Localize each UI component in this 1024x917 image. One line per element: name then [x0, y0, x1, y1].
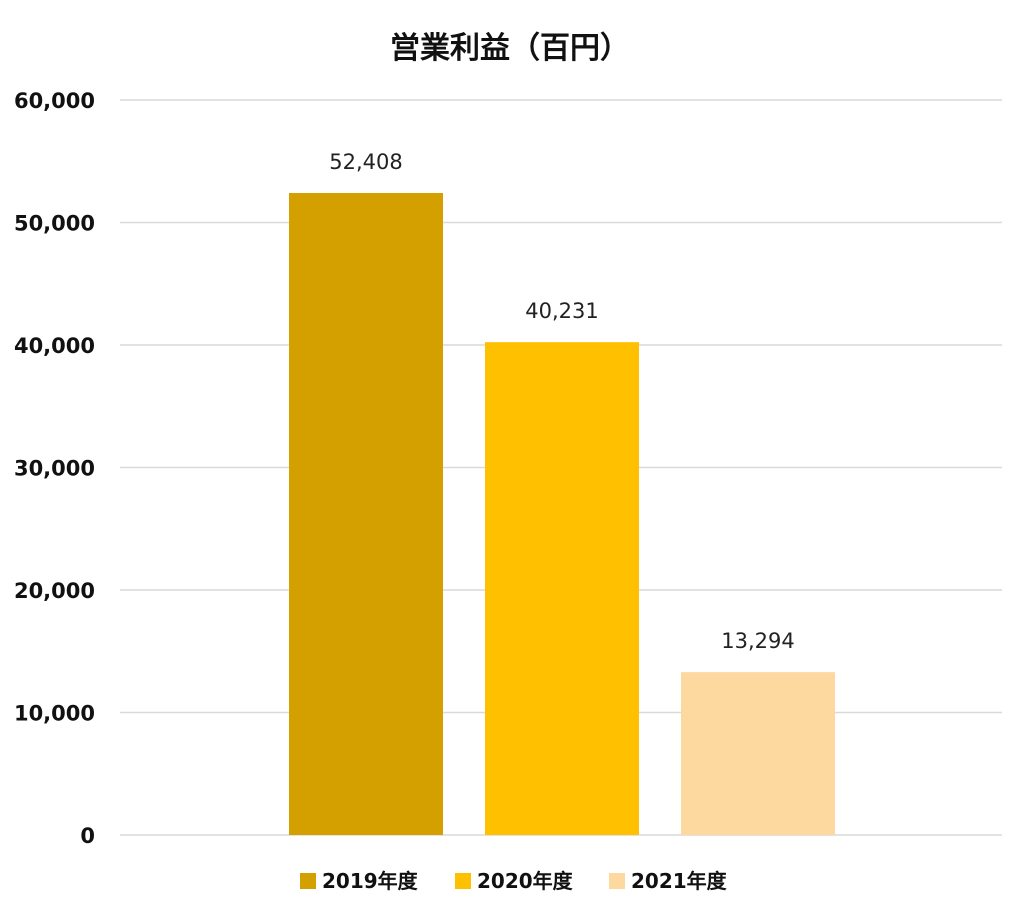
y-tick-label: 40,000: [14, 334, 95, 358]
data-label: 52,408: [329, 150, 402, 174]
y-axis-ticks: 0 10,000 20,000 30,000 40,000 50,000 60,000: [14, 89, 95, 848]
bars: [289, 193, 835, 835]
legend-swatch: [455, 873, 471, 889]
y-tick-label: 50,000: [14, 212, 95, 236]
y-tick-label: 60,000: [14, 89, 95, 113]
data-label: 40,231: [525, 299, 598, 323]
bar-3: [681, 672, 835, 835]
legend-label: 2019年度: [322, 869, 419, 893]
chart-title: 営業利益（百円）: [390, 31, 630, 66]
y-tick-label: 10,000: [14, 702, 95, 726]
data-label: 13,294: [721, 629, 794, 653]
legend-swatch: [609, 873, 625, 889]
y-tick-label: 0: [80, 824, 95, 848]
legend-swatch: [300, 873, 316, 889]
legend-label: 2020年度: [477, 869, 574, 893]
legend-label: 2021年度: [631, 869, 728, 893]
data-labels: 52,408 40,231 13,294: [329, 150, 794, 653]
bar-2: [485, 342, 639, 835]
legend: 2019年度 2020年度 2021年度: [300, 869, 728, 893]
bar-1: [289, 193, 443, 835]
y-tick-label: 30,000: [14, 457, 95, 481]
y-tick-label: 20,000: [14, 579, 95, 603]
